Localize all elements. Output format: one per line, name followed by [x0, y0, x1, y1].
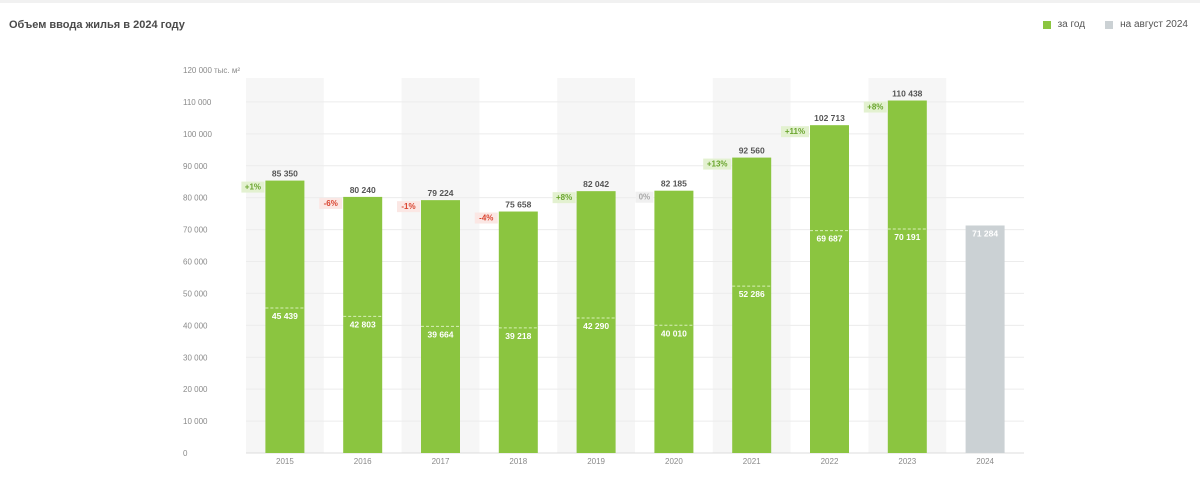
change-label: +8% [556, 193, 572, 202]
change-badge [241, 181, 265, 193]
bar-year [576, 191, 616, 453]
y-tick-label: 0 [183, 449, 188, 458]
y-tick-label: 70 000 [183, 226, 208, 235]
value-label-august: 39 218 [505, 331, 531, 341]
change-label: -4% [479, 214, 493, 223]
x-tick-label: 2019 [587, 457, 605, 466]
y-axis-unit: тыс. м² [214, 66, 240, 75]
x-tick-label: 2017 [432, 457, 450, 466]
value-label-year: 102 713 [814, 113, 845, 123]
bar-year [810, 125, 849, 453]
chart-title: Объем ввода жилья в 2024 году [9, 19, 185, 31]
value-label-august: 42 290 [583, 321, 609, 331]
change-badge [781, 126, 809, 138]
value-label-august: 70 191 [894, 232, 920, 242]
x-tick-label: 2022 [821, 457, 839, 466]
change-badge [635, 191, 654, 203]
bar-year [732, 157, 772, 453]
bar-year [887, 100, 927, 454]
bar-year [654, 190, 694, 453]
y-tick-label: 90 000 [183, 162, 208, 171]
value-label-year: 79 224 [428, 188, 454, 198]
legend-swatch-year [1042, 20, 1051, 29]
y-tick-label: 100 000 [183, 130, 212, 139]
y-tick-label: 30 000 [183, 353, 208, 362]
y-tick-label: 60 000 [183, 258, 208, 267]
y-tick-label: 20 000 [183, 385, 208, 394]
bar-august [965, 225, 1005, 453]
legend-item-year[interactable]: за год [1042, 19, 1086, 30]
change-label: -1% [401, 202, 415, 211]
x-tick-label: 2016 [354, 457, 372, 466]
value-label-year: 75 658 [505, 200, 531, 210]
y-tick-label: 120 000 [183, 66, 212, 75]
value-label-year: 92 560 [739, 146, 765, 156]
x-tick-label: 2015 [276, 457, 294, 466]
change-badge [397, 201, 420, 213]
value-label-year: 110 438 [892, 89, 923, 99]
value-label-august: 71 284 [972, 228, 998, 238]
change-label: +11% [785, 127, 805, 136]
change-label: 0% [639, 193, 651, 202]
bar-year [265, 180, 305, 453]
y-tick-label: 40 000 [183, 321, 208, 330]
top-border [0, 0, 1200, 3]
value-label-year: 85 350 [272, 169, 298, 179]
legend-label-august: на август 2024 [1120, 19, 1188, 30]
change-label: +8% [867, 103, 883, 112]
x-tick-label: 2018 [509, 457, 527, 466]
value-label-august: 42 803 [350, 319, 376, 329]
value-label-august: 69 687 [817, 234, 843, 244]
x-tick-label: 2023 [898, 457, 916, 466]
change-label: +1% [245, 183, 261, 192]
value-label-year: 82 042 [583, 179, 609, 189]
x-tick-label: 2021 [743, 457, 761, 466]
value-label-august: 45 439 [272, 311, 298, 321]
y-tick-label: 110 000 [183, 98, 212, 107]
change-label: +13% [707, 160, 728, 169]
value-label-august: 39 664 [428, 329, 454, 339]
legend: за год на август 2024 [1042, 19, 1188, 30]
legend-item-august[interactable]: на август 2024 [1105, 19, 1188, 30]
change-label: -6% [324, 199, 338, 208]
value-label-august: 52 286 [739, 289, 765, 299]
legend-swatch-august [1105, 20, 1114, 29]
change-badge [319, 197, 343, 209]
x-tick-label: 2020 [665, 457, 683, 466]
change-badge [474, 212, 498, 224]
change-badge [552, 192, 576, 204]
y-tick-label: 50 000 [183, 289, 208, 298]
bar-year [498, 211, 538, 453]
value-label-year: 82 185 [661, 179, 687, 189]
change-badge [863, 101, 887, 113]
value-label-august: 40 010 [661, 328, 687, 338]
legend-label-year: за год [1057, 19, 1086, 30]
y-tick-label: 80 000 [183, 194, 208, 203]
x-tick-label: 2024 [976, 457, 994, 466]
y-tick-label: 10 000 [183, 417, 208, 426]
change-badge [703, 158, 732, 170]
value-label-year: 80 240 [350, 185, 376, 195]
bar-year [343, 196, 383, 453]
